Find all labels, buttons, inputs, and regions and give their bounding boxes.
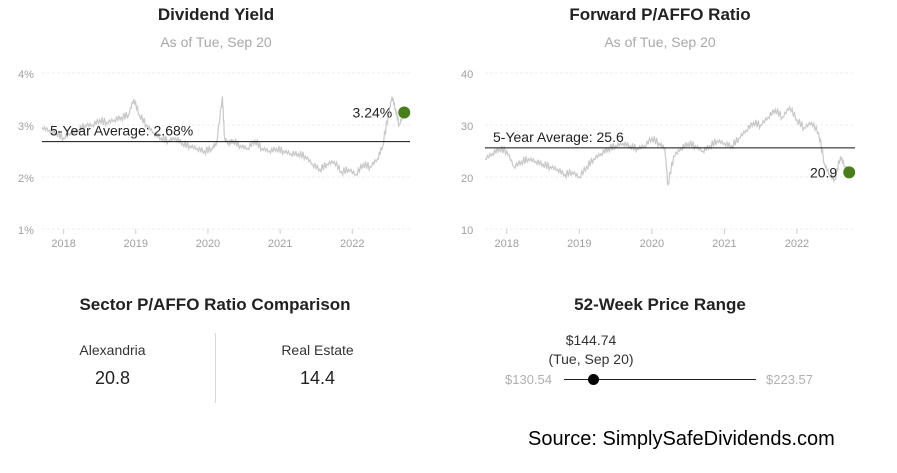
x-tick-label: 2019 — [567, 238, 591, 250]
pafo-ratio-line — [484, 104, 850, 187]
x-tick-label: 2021 — [268, 238, 292, 250]
x-tick-label: 2020 — [640, 238, 664, 250]
x-tick-label: 2019 — [124, 238, 148, 250]
x-axis: 2018 2019 2020 2021 2022 — [51, 229, 365, 250]
y-tick-label: 10 — [461, 225, 473, 237]
y-tick-label: 1% — [18, 225, 34, 237]
y-tick-label: 2% — [18, 173, 34, 185]
comparison-divider — [215, 333, 216, 403]
x-tick-label: 2022 — [340, 238, 364, 250]
five-year-average-label: 5-Year Average: 25.6 — [493, 129, 624, 145]
pafo-ratio-subtitle: As of Tue, Sep 20 — [604, 34, 716, 50]
y-tick-label: 20 — [461, 173, 473, 185]
five-year-average-label: 5-Year Average: 2.68% — [50, 123, 193, 139]
source-credit: Source: SimplySafeDividends.com — [528, 428, 835, 450]
comparison-name: Alexandria — [79, 342, 146, 358]
current-yield-label: 3.24% — [353, 105, 393, 121]
price-range-title: 52-Week Price Range — [574, 295, 746, 314]
gridlines — [485, 72, 855, 230]
comparison-value: 20.8 — [94, 368, 131, 388]
pafo-ratio-title: Forward P/AFFO Ratio — [569, 5, 751, 24]
price-range-high: $223.57 — [766, 372, 813, 387]
current-price-label: $144.74 — [565, 332, 617, 348]
pafo-ratio-chart: 40 30 20 10 2018 2019 2020 2021 2022 5-Year … — [461, 69, 856, 250]
current-yield-marker — [398, 106, 411, 119]
price-range-low: $130.54 — [505, 372, 552, 387]
current-price-date: (Tue, Sep 20) — [548, 351, 634, 367]
comparison-name: Real Estate — [281, 342, 354, 358]
sector-comparison-title: Sector P/AFFO Ratio Comparison — [79, 295, 351, 314]
comparison-value: 14.4 — [299, 368, 336, 388]
x-tick-label: 2018 — [495, 238, 519, 250]
y-tick-label: 3% — [18, 121, 34, 133]
comparison-item-alexandria: Alexandria 20.8 — [40, 342, 185, 389]
x-axis: 2018 2019 2020 2021 2022 — [495, 229, 809, 250]
current-price-marker — [587, 374, 599, 385]
gridlines — [42, 72, 410, 230]
y-tick-label: 4% — [18, 69, 34, 81]
dividend-yield-chart: 4% 3% 2% 1% 2018 2019 2020 2021 2022 5-Year … — [18, 69, 411, 250]
current-ratio-label: 20.9 — [810, 164, 837, 180]
x-tick-label: 2022 — [785, 238, 809, 250]
current-ratio-marker — [843, 166, 856, 179]
x-tick-label: 2020 — [196, 238, 220, 250]
y-tick-label: 30 — [461, 121, 473, 133]
x-tick-label: 2018 — [51, 238, 75, 250]
dividend-yield-title: Dividend Yield — [157, 5, 275, 24]
comparison-item-real-estate: Real Estate 14.4 — [245, 342, 390, 389]
dividend-yield-subtitle: As of Tue, Sep 20 — [160, 34, 272, 50]
y-tick-label: 40 — [461, 69, 473, 81]
x-tick-label: 2021 — [712, 238, 736, 250]
price-range-track — [564, 379, 756, 380]
